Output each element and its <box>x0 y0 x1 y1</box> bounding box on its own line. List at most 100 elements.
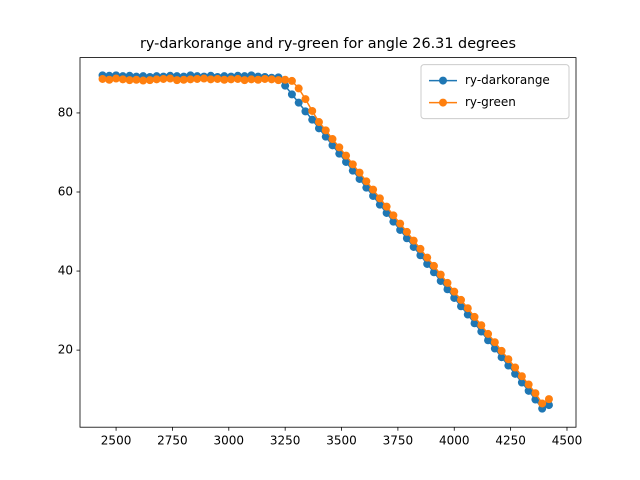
marker <box>457 295 466 304</box>
marker <box>497 346 506 355</box>
marker <box>200 74 208 83</box>
marker <box>267 75 276 84</box>
legend-label: ry-green <box>465 95 516 109</box>
legend-label: ry-darkorange <box>465 73 550 87</box>
legend-marker <box>439 76 447 85</box>
marker <box>314 124 323 133</box>
marker <box>504 355 513 364</box>
marker <box>436 276 445 285</box>
marker <box>429 268 438 277</box>
marker <box>321 126 330 135</box>
chart-title: ry-darkorange and ry-green for angle 26.… <box>140 36 516 52</box>
marker <box>233 74 242 83</box>
x-tick-label: 3750 <box>383 434 414 448</box>
marker <box>118 75 127 84</box>
marker <box>517 372 526 381</box>
marker <box>382 202 391 211</box>
marker <box>362 177 371 186</box>
marker <box>477 321 486 330</box>
marker <box>396 225 405 234</box>
marker <box>409 242 418 251</box>
marker <box>463 304 472 313</box>
marker <box>281 75 290 84</box>
x-tick-label: 3250 <box>270 434 301 448</box>
marker <box>166 74 175 83</box>
marker <box>396 219 405 228</box>
marker <box>457 302 466 311</box>
marker <box>159 74 168 83</box>
marker <box>402 227 411 236</box>
marker <box>98 74 107 83</box>
marker <box>484 336 493 345</box>
x-tick-label: 3500 <box>326 434 357 448</box>
marker <box>450 287 459 296</box>
marker <box>443 278 452 287</box>
marker <box>172 76 181 85</box>
marker <box>328 141 337 150</box>
marker <box>416 244 425 253</box>
marker <box>477 327 486 336</box>
marker <box>139 76 148 85</box>
marker <box>524 380 533 389</box>
marker <box>179 75 188 84</box>
y-tick-label: 40 <box>58 264 73 278</box>
marker <box>436 270 445 279</box>
marker <box>531 389 540 398</box>
x-tick-label: 2500 <box>101 434 132 448</box>
marker <box>511 369 520 378</box>
marker <box>145 76 154 85</box>
marker <box>335 149 344 158</box>
legend-marker <box>439 98 447 107</box>
x-tick-label: 4250 <box>495 434 526 448</box>
marker <box>524 386 533 395</box>
y-tick-label: 20 <box>58 343 73 357</box>
marker <box>287 76 296 85</box>
marker <box>355 168 364 177</box>
series <box>98 71 553 413</box>
marker <box>274 76 283 85</box>
marker <box>260 74 269 83</box>
marker <box>375 200 384 209</box>
marker <box>308 106 317 115</box>
y-tick-label: 60 <box>58 185 73 199</box>
marker <box>375 194 384 203</box>
x-tick-label: 3000 <box>214 434 245 448</box>
marker <box>470 319 479 328</box>
marker <box>450 293 459 302</box>
marker <box>342 157 351 166</box>
line <box>102 74 550 410</box>
marker <box>254 75 263 84</box>
marker <box>287 90 296 99</box>
marker <box>544 401 553 410</box>
marker <box>105 75 114 84</box>
marker <box>294 84 303 93</box>
marker <box>423 253 432 262</box>
marker <box>227 75 236 84</box>
marker <box>132 75 141 84</box>
marker <box>348 160 357 169</box>
marker <box>470 312 479 321</box>
marker <box>369 191 378 200</box>
marker <box>308 115 317 124</box>
x-tick-label: 4500 <box>552 434 583 448</box>
marker <box>463 310 472 319</box>
marker <box>517 378 526 387</box>
marker <box>355 174 364 183</box>
marker <box>240 76 249 85</box>
marker <box>348 166 357 175</box>
marker <box>429 261 438 270</box>
marker <box>423 259 432 268</box>
marker <box>335 143 344 152</box>
marker <box>544 395 553 404</box>
marker <box>213 74 222 83</box>
x-tick-label: 4000 <box>439 434 470 448</box>
marker <box>538 399 547 408</box>
marker <box>484 329 493 338</box>
marker <box>389 217 398 226</box>
marker <box>247 75 256 84</box>
marker <box>511 363 520 372</box>
marker <box>362 183 371 192</box>
series <box>98 74 553 408</box>
marker <box>321 132 330 141</box>
marker <box>389 211 398 220</box>
